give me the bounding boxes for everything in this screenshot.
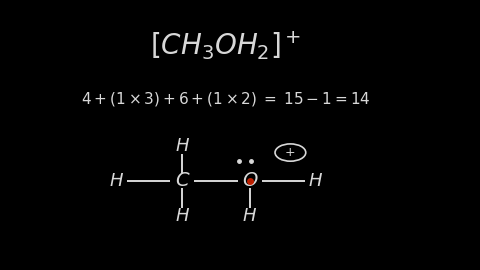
- Text: H: H: [176, 207, 189, 225]
- Text: H: H: [243, 207, 256, 225]
- Text: H: H: [176, 137, 189, 155]
- Text: C: C: [176, 171, 189, 190]
- Text: $[CH_3OH_2]^+$: $[CH_3OH_2]^+$: [150, 30, 301, 62]
- Text: H: H: [309, 172, 322, 190]
- Text: O: O: [242, 171, 257, 190]
- Text: +: +: [285, 146, 296, 159]
- Text: $4+(1\times3)+6+(1\times2)\;=\;15-1=14$: $4+(1\times3)+6+(1\times2)\;=\;15-1=14$: [81, 90, 371, 107]
- Text: H: H: [110, 172, 123, 190]
